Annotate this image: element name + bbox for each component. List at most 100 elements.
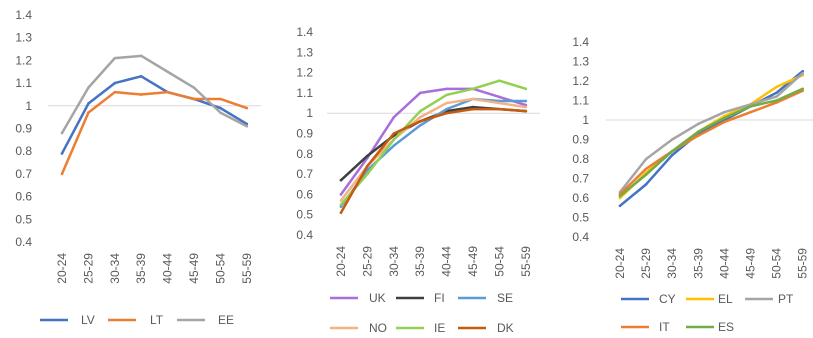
series-line-dk <box>339 107 528 214</box>
y-tick-label: 1.3 <box>15 31 32 45</box>
data-point-ee <box>166 70 169 74</box>
data-point-dk <box>471 107 475 111</box>
data-point-se <box>392 144 396 147</box>
data-point-lt <box>113 90 117 94</box>
x-tick-label: 20-24 <box>613 248 627 279</box>
data-point-no <box>339 199 343 202</box>
y-tick-label: 0.8 <box>572 152 589 166</box>
chart-panel-1: 0.4 0.5 0.6 0.7 0.8 0.9 1 1.1 1.2 1.3 1.4 20-24 25-2… <box>15 8 261 327</box>
y-tick-label: 0.5 <box>296 208 313 222</box>
chart-panel-3: 0.4 0.5 0.6 0.7 0.8 0.9 1 1.1 1.2 1.3 1.4 20-24 25-2… <box>572 35 813 334</box>
data-point-no <box>498 101 501 105</box>
data-point-pt <box>801 71 804 75</box>
legend-label-ee: EE <box>218 313 234 327</box>
y-tick-label: 1 <box>582 113 589 127</box>
data-point-ie <box>498 79 501 83</box>
data-point-pt <box>723 110 726 114</box>
legend-label-pt: PT <box>778 292 794 306</box>
legend-label-uk: UK <box>369 291 386 305</box>
x-tick-label: 20-24 <box>334 246 348 277</box>
x-tick-label: 55-59 <box>240 253 254 284</box>
data-point-el <box>775 85 778 89</box>
data-point-ie <box>366 172 369 176</box>
y-tick-label: 0.9 <box>572 133 589 147</box>
data-point-cy <box>618 204 622 208</box>
x-tick-label: 50-54 <box>213 253 227 284</box>
y-tick-label: 1 <box>25 99 32 113</box>
legend-label-ie: IE <box>434 321 445 335</box>
data-point-no <box>445 101 448 105</box>
data-point-lt <box>192 97 196 101</box>
x-tick-label: 25-29 <box>360 246 374 277</box>
data-point-es <box>749 105 752 108</box>
data-point-ie <box>339 203 343 206</box>
y-tick-label: 0.5 <box>572 211 589 225</box>
y-tick-label: 0.8 <box>296 147 313 161</box>
data-point-pt <box>775 95 778 98</box>
y-tick-label: 0.7 <box>15 167 32 181</box>
data-point-ie <box>471 87 475 91</box>
data-point-ee <box>139 54 143 58</box>
y-tick-label: 0.6 <box>15 190 32 204</box>
y-tick-label: 0.5 <box>15 212 32 226</box>
x-tick-label: 45-49 <box>744 248 758 279</box>
y-tick-label: 1.2 <box>296 66 313 80</box>
y-tick-label: 0.6 <box>296 187 313 201</box>
x-tick-label: 45-49 <box>187 253 201 284</box>
x-tick-label: 50-54 <box>492 246 506 277</box>
y-tick-label: 1.1 <box>15 76 32 90</box>
data-point-it <box>749 110 752 114</box>
x-tick-label: 55-59 <box>796 248 810 279</box>
y-tick-label: 1.3 <box>572 55 589 69</box>
data-point-ee <box>245 124 249 128</box>
data-point-pt <box>670 138 674 141</box>
data-point-ee <box>219 111 222 114</box>
legend-label-lv: LV <box>81 313 95 327</box>
y-tick-label: 1.4 <box>15 8 32 22</box>
x-tick-label: 35-39 <box>134 253 148 284</box>
data-point-lv <box>87 102 90 105</box>
data-point-es <box>775 99 778 102</box>
data-point-fi <box>471 105 475 109</box>
data-point-es <box>670 149 674 153</box>
data-point-lv <box>139 74 143 78</box>
data-point-ie <box>445 93 448 97</box>
data-point-it <box>697 134 700 137</box>
data-point-es <box>801 87 804 91</box>
data-point-ee <box>60 131 64 135</box>
data-point-fi <box>366 154 369 158</box>
legend-label-el: EL <box>718 292 733 306</box>
x-tick-label: 30-34 <box>108 253 122 284</box>
legend-label-fi: FI <box>434 291 445 305</box>
series-line-it <box>618 89 804 196</box>
data-point-ee <box>192 86 196 89</box>
series-line-uk <box>339 87 528 196</box>
data-point-cy <box>775 91 778 94</box>
data-point-lt <box>139 93 143 96</box>
data-point-dk <box>524 109 528 113</box>
data-point-uk <box>392 115 396 119</box>
x-tick-label: 25-29 <box>639 248 653 279</box>
legend-label-lt: LT <box>150 313 164 327</box>
x-tick-label: 55-59 <box>519 246 533 277</box>
data-point-pt <box>697 122 700 126</box>
data-point-lt <box>245 106 249 110</box>
data-point-ie <box>524 87 528 91</box>
data-point-ie <box>418 109 422 113</box>
x-tick-label: 25-29 <box>81 253 95 284</box>
legend-label-es: ES <box>718 320 734 334</box>
y-tick-label: 0.7 <box>296 167 313 181</box>
data-point-es <box>697 130 700 133</box>
y-tick-label: 0.6 <box>572 191 589 205</box>
data-point-it <box>644 167 648 171</box>
legend-label-it: IT <box>659 320 670 334</box>
data-point-se <box>445 107 448 111</box>
data-point-dk <box>339 211 343 214</box>
x-tick-label: 45-49 <box>466 246 480 277</box>
data-point-ie <box>392 138 396 141</box>
data-point-fi <box>339 178 343 182</box>
chart-panel-2: 0.4 0.5 0.6 0.7 0.8 0.9 1 1.1 1.2 1.3 1.4 20-24 25-2… <box>296 25 540 335</box>
data-point-it <box>723 120 726 124</box>
data-point-el <box>618 196 622 200</box>
x-tick-label: 35-39 <box>413 246 427 277</box>
